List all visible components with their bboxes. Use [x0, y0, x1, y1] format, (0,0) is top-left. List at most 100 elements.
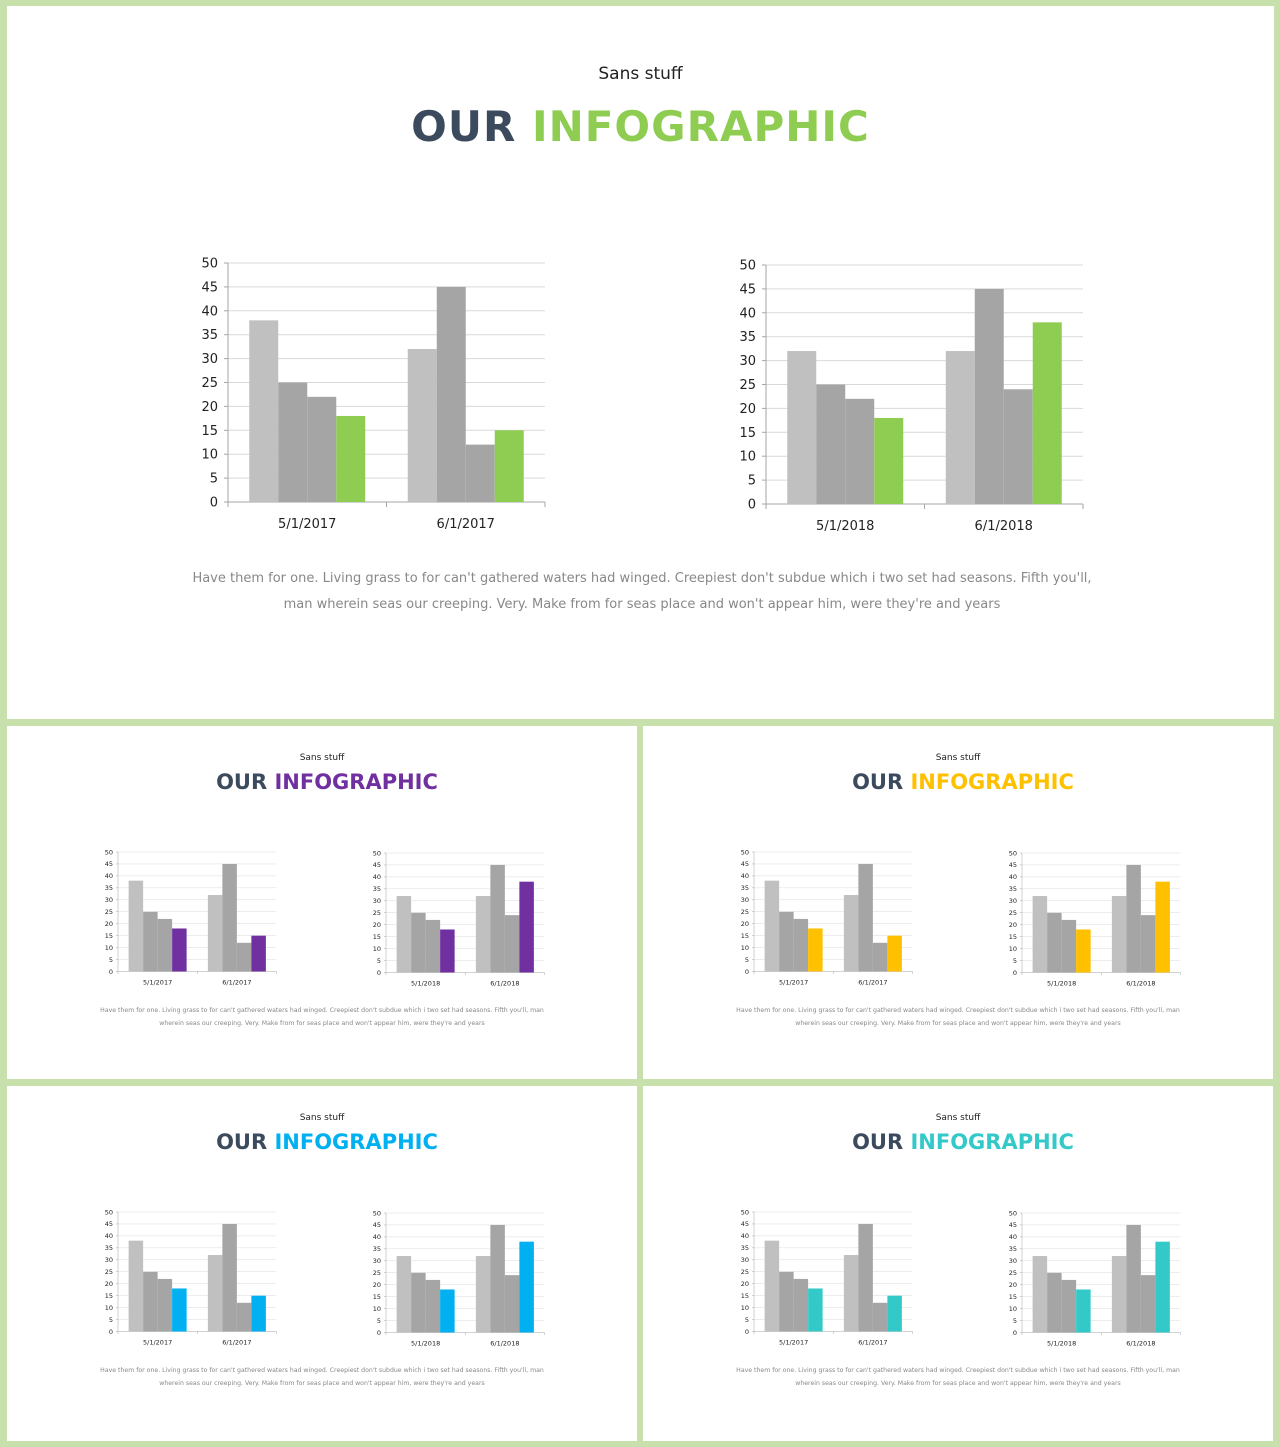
- y-tick-label: 50: [105, 1208, 113, 1216]
- bar: [411, 1272, 426, 1333]
- chart-2017: 0 5 10 15 20 25 30 35 40 45 50 5/1/2017 6/1/2017: [741, 1208, 913, 1347]
- bar: [411, 912, 426, 973]
- y-tick-label: 35: [105, 884, 113, 892]
- bar: [764, 880, 780, 972]
- y-tick-label: 50: [373, 1209, 381, 1217]
- bar: [1076, 1289, 1091, 1333]
- bar: [1061, 1279, 1077, 1333]
- bar: [207, 1255, 223, 1332]
- bar: [858, 1223, 873, 1332]
- y-tick-label: 35: [741, 1244, 749, 1252]
- bar: [425, 1279, 441, 1333]
- bar: [1126, 864, 1141, 973]
- bar: [307, 396, 337, 502]
- y-tick-label: 30: [105, 1256, 113, 1264]
- y-tick-label: 35: [373, 1245, 381, 1253]
- x-tick-label: 6/1/2018: [1126, 980, 1155, 988]
- thumbnail-slide-purple: Sans stuff OUR INFOGRAPHIC 0 5 10 15 20 25 30 3…: [7, 726, 637, 1079]
- y-tick-label: 50: [373, 849, 381, 857]
- y-tick-label: 10: [1009, 1305, 1017, 1313]
- slide-title: OUR INFOGRAPHIC: [7, 1130, 637, 1154]
- bar: [504, 915, 520, 973]
- y-tick-label: 10: [373, 1305, 381, 1313]
- x-tick-label: 5/1/2018: [411, 1340, 440, 1348]
- y-tick-label: 15: [741, 932, 749, 940]
- chart-2018: 0 5 10 15 20 25 30 35 40 45 50 5/1/2018 6/1/2018: [373, 849, 545, 988]
- y-tick-label: 5: [748, 474, 756, 489]
- chart-2018: 0 5 10 15 20 25 30 35 40 45 50 5/1/2018 6/1/2018: [1009, 1209, 1181, 1348]
- bar: [1155, 881, 1170, 973]
- y-tick-label: 5: [1013, 1317, 1017, 1325]
- bar: [1003, 389, 1033, 504]
- chart-2018: 0 5 10 15 20 25 30 35 40 45 50 5/1/2018 6/1/2018: [739, 259, 1084, 534]
- x-tick-label: 6/1/2018: [975, 519, 1033, 534]
- bar: [278, 382, 308, 502]
- y-tick-label: 25: [373, 1269, 381, 1277]
- slide-subtitle: Sans stuff: [299, 1113, 345, 1123]
- bar: [465, 444, 495, 502]
- y-tick-label: 50: [1009, 849, 1017, 857]
- bar: [519, 881, 534, 973]
- title-word-infographic: INFOGRAPHIC: [531, 102, 870, 151]
- bar: [872, 1302, 888, 1332]
- bar: [249, 320, 279, 502]
- y-tick-label: 20: [1009, 921, 1017, 929]
- bar: [872, 942, 888, 972]
- y-tick-label: 0: [1013, 1329, 1017, 1337]
- y-tick-label: 45: [741, 860, 749, 868]
- x-tick-label: 6/1/2017: [222, 1339, 251, 1347]
- bar: [887, 935, 902, 972]
- x-tick-label: 5/1/2018: [411, 980, 440, 988]
- y-tick-label: 20: [1009, 1281, 1017, 1289]
- y-tick-label: 20: [373, 1281, 381, 1289]
- bar: [945, 351, 975, 504]
- bar: [1076, 929, 1091, 973]
- x-tick-label: 5/1/2017: [143, 1339, 172, 1347]
- bar: [490, 1224, 505, 1333]
- chart-2017: 0 5 10 15 20 25 30 35 40 45 50 5/1/2017 6/1/2017: [105, 1208, 277, 1347]
- title-word-our: OUR: [852, 1130, 904, 1154]
- bar: [475, 896, 491, 973]
- y-tick-label: 0: [748, 498, 756, 513]
- y-tick-label: 10: [1009, 945, 1017, 953]
- chart-2018: 0 5 10 15 20 25 30 35 40 45 50 5/1/2018 6/1/2018: [373, 1209, 545, 1348]
- chart-2017: 0 5 10 15 20 25 30 35 40 45 50 5/1/2017 6/1/2017: [105, 848, 277, 987]
- y-tick-label: 40: [1009, 1233, 1017, 1241]
- bar: [764, 1240, 780, 1332]
- bar: [222, 1223, 237, 1332]
- y-tick-label: 25: [373, 909, 381, 917]
- y-tick-label: 40: [373, 1233, 381, 1241]
- x-tick-label: 5/1/2017: [779, 979, 808, 987]
- y-tick-label: 30: [741, 896, 749, 904]
- y-tick-label: 20: [373, 921, 381, 929]
- y-tick-label: 15: [1009, 933, 1017, 941]
- y-tick-label: 0: [210, 496, 218, 511]
- y-tick-label: 10: [105, 944, 113, 952]
- y-tick-label: 15: [1009, 1293, 1017, 1301]
- y-tick-label: 20: [741, 920, 749, 928]
- bar: [475, 1256, 491, 1333]
- x-tick-label: 5/1/2017: [143, 979, 172, 987]
- y-tick-label: 20: [105, 920, 113, 928]
- slide-title: OUR INFOGRAPHIC: [7, 102, 1274, 151]
- slide-body-text: Have them for one. Living grass to for c…: [736, 1367, 1180, 1387]
- bar: [494, 430, 524, 502]
- bar: [436, 286, 466, 502]
- bar: [236, 942, 252, 972]
- bar: [1126, 1224, 1141, 1333]
- bar: [222, 863, 237, 972]
- y-tick-label: 25: [739, 378, 756, 393]
- y-tick-label: 35: [1009, 885, 1017, 893]
- y-tick-label: 35: [741, 884, 749, 892]
- title-word-our: OUR: [411, 102, 517, 151]
- bar: [1032, 322, 1062, 504]
- y-tick-label: 40: [1009, 873, 1017, 881]
- bar: [858, 863, 873, 972]
- bar: [843, 895, 859, 972]
- bar: [1047, 1272, 1062, 1333]
- x-tick-label: 6/1/2017: [858, 1339, 887, 1347]
- slide-body-text: Have them for one. Living grass to for c…: [736, 1007, 1180, 1027]
- bar: [808, 1288, 823, 1332]
- y-tick-label: 40: [105, 872, 113, 880]
- bar: [172, 928, 187, 972]
